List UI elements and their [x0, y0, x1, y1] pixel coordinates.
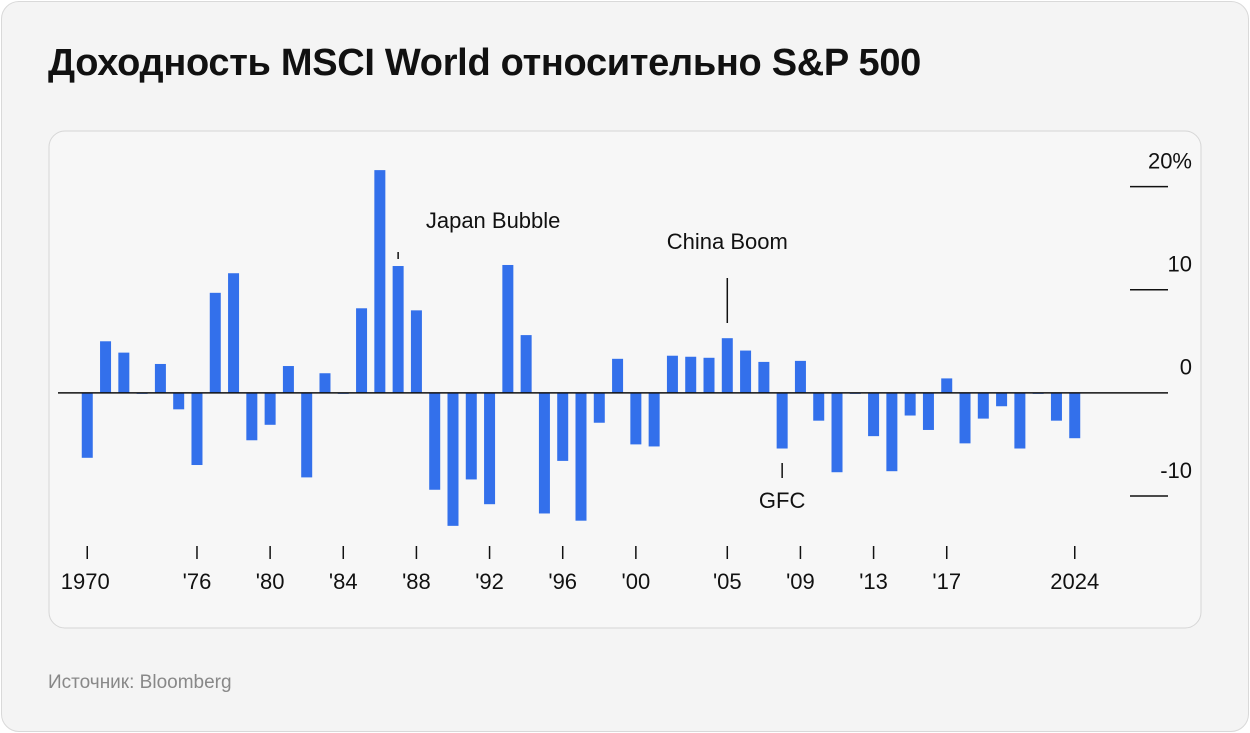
bar [154, 363, 166, 393]
bar [392, 266, 404, 393]
bar [612, 358, 624, 393]
bar [447, 392, 459, 526]
bar [173, 392, 185, 410]
bar [941, 378, 953, 393]
annotation: Japan Bubble [426, 208, 561, 233]
y-tick-label: 10 [1168, 252, 1192, 277]
bar [557, 392, 569, 461]
x-tick-label: '13 [859, 569, 888, 594]
bar [794, 360, 806, 393]
y-tick-label: 0 [1180, 355, 1192, 380]
bar [721, 338, 733, 393]
bar [922, 392, 934, 430]
bar [1050, 392, 1062, 421]
bar [831, 392, 843, 473]
bar [520, 335, 532, 393]
bar [502, 264, 514, 393]
bar [886, 392, 898, 472]
x-tick-label: '84 [329, 569, 358, 594]
bar [740, 350, 752, 393]
x-tick-label: '80 [256, 569, 285, 594]
bar [538, 392, 550, 514]
bar [465, 392, 477, 480]
bar [959, 392, 971, 444]
bar [301, 392, 313, 478]
bar [648, 392, 660, 447]
bar [575, 392, 587, 521]
bar [246, 392, 258, 441]
bar [81, 392, 93, 458]
plot-panel [48, 130, 1202, 629]
bar [593, 392, 605, 423]
bar [410, 310, 422, 393]
x-tick-label: '92 [475, 569, 504, 594]
bar [191, 392, 203, 466]
source: Источник: Bloomberg [48, 672, 232, 693]
x-tick-label: 1970 [61, 569, 110, 594]
y-tick-label: -10 [1160, 458, 1192, 483]
bar [868, 392, 880, 437]
annotation: China Boom [667, 229, 788, 254]
bar [209, 292, 221, 393]
bar [703, 357, 715, 393]
annotation: GFC [759, 488, 806, 513]
bar [813, 392, 825, 421]
y-tick-label: 20% [1148, 148, 1192, 173]
bar [356, 308, 368, 393]
x-tick-label: '17 [932, 569, 961, 594]
x-tick-label: '05 [713, 569, 742, 594]
bar [904, 392, 916, 416]
bar [685, 356, 697, 393]
x-tick-label: '76 [183, 569, 212, 594]
bar [1014, 392, 1026, 449]
x-tick-label: '09 [786, 569, 815, 594]
bar [429, 392, 441, 490]
x-tick-label: '96 [548, 569, 577, 594]
x-tick-label: '88 [402, 569, 431, 594]
bar [264, 392, 276, 425]
bar [374, 170, 386, 393]
bar [100, 341, 112, 393]
bar [1069, 392, 1081, 439]
chart-title: Доходность MSCI World относительно S&P 5… [48, 42, 922, 84]
bar [977, 392, 989, 419]
bar [282, 366, 294, 393]
bar [666, 355, 678, 393]
bar [776, 392, 788, 449]
bar [118, 352, 130, 393]
x-tick-label: '00 [622, 569, 651, 594]
bar [758, 361, 770, 393]
bar [996, 392, 1008, 407]
bar [630, 392, 642, 445]
bar [484, 392, 496, 505]
bar [319, 373, 331, 393]
bar [228, 273, 240, 393]
x-tick-label: 2024 [1050, 569, 1099, 594]
